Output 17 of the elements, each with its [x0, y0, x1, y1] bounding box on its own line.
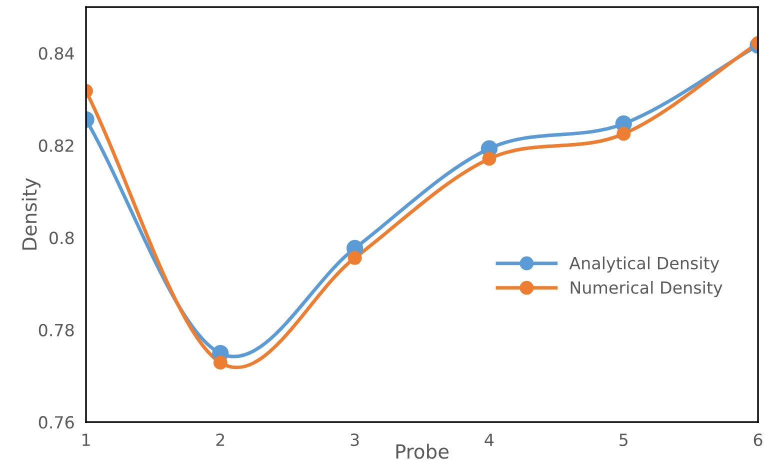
legend-label: Analytical Density	[569, 256, 720, 273]
y-tick-label: 0.82	[38, 139, 74, 152]
y-axis-title: Density	[22, 178, 41, 250]
y-tick-label: 0.8	[50, 232, 74, 244]
x-tick-label: 2	[216, 434, 224, 446]
x-tick-label: 5	[620, 434, 628, 446]
legend-label: Numerical Density	[570, 280, 722, 298]
y-tick-label: 0.84	[38, 47, 74, 60]
point	[348, 250, 362, 265]
x-axis-title: Probe	[396, 444, 449, 459]
y-tick-label: 0.78	[38, 324, 74, 336]
x-tick-label: 4	[484, 434, 494, 446]
y-tick-label: 0.76	[38, 416, 74, 429]
point	[482, 152, 496, 166]
x-tick-label: 1	[82, 434, 90, 446]
x-tick-label: 3	[350, 434, 359, 446]
x-tick-label: 6	[754, 434, 762, 446]
